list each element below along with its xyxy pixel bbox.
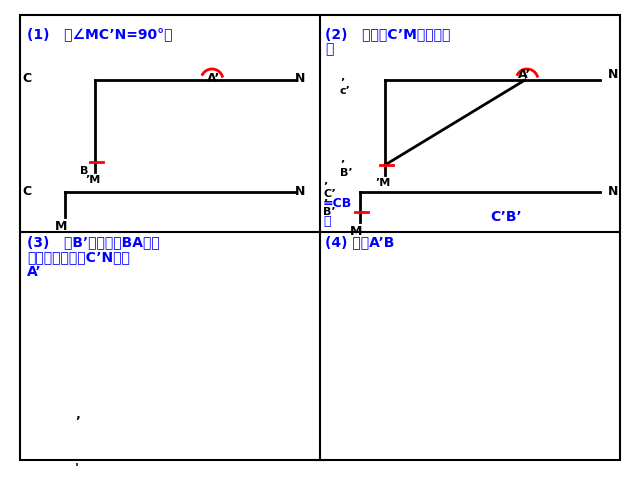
Text: A’: A’ (27, 265, 42, 279)
Text: M: M (350, 225, 362, 238)
Text: 段: 段 (325, 42, 333, 56)
Text: B’: B’ (340, 168, 353, 178)
Text: C: C (22, 72, 31, 85)
Text: N: N (608, 185, 618, 198)
Text: 径画弧，交射线C’N于点: 径画弧，交射线C’N于点 (27, 250, 130, 264)
Text: 段: 段 (323, 215, 330, 228)
Text: N: N (608, 68, 618, 81)
Text: =CB: =CB (323, 197, 352, 210)
Text: ’: ’ (75, 415, 80, 428)
Text: M: M (55, 220, 67, 233)
Text: ’: ’ (340, 78, 344, 88)
Text: ’: ’ (323, 182, 327, 192)
Text: (4) 连接A’B: (4) 连接A’B (325, 235, 394, 249)
Text: C’: C’ (323, 189, 336, 199)
Text: (1)   作∠MC’N=90°；: (1) 作∠MC’N=90°； (27, 27, 173, 41)
Text: B: B (80, 166, 88, 176)
Text: C: C (22, 185, 31, 198)
Text: A’: A’ (207, 72, 220, 85)
Text: (2)   在射线C’M上截取线: (2) 在射线C’M上截取线 (325, 27, 451, 41)
Text: A’: A’ (518, 68, 531, 81)
Text: (3)   以B’为圆心，BA为半: (3) 以B’为圆心，BA为半 (27, 235, 160, 249)
Text: ': ' (75, 462, 79, 475)
Text: ’M: ’M (85, 175, 100, 185)
Text: N: N (295, 72, 305, 85)
Text: C’B’: C’B’ (490, 210, 522, 224)
Text: ’M: ’M (375, 178, 390, 188)
Text: ’: ’ (340, 160, 344, 170)
Text: ’: ’ (323, 199, 327, 209)
Text: B’: B’ (323, 207, 335, 217)
Text: N: N (295, 185, 305, 198)
Text: c’: c’ (340, 86, 351, 96)
